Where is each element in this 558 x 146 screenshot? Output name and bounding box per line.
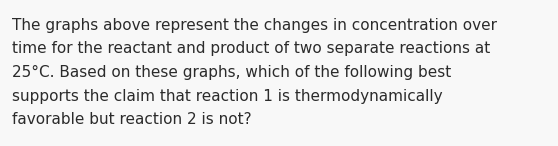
Text: time for the reactant and product of two separate reactions at: time for the reactant and product of two… xyxy=(12,41,490,57)
Text: favorable but reaction 2 is not?: favorable but reaction 2 is not? xyxy=(12,112,252,127)
Text: The graphs above represent the changes in concentration over: The graphs above represent the changes i… xyxy=(12,18,497,33)
Text: 25°C. Based on these graphs, which of the following best: 25°C. Based on these graphs, which of th… xyxy=(12,65,451,80)
Text: supports the claim that reaction 1 is thermodynamically: supports the claim that reaction 1 is th… xyxy=(12,88,442,104)
